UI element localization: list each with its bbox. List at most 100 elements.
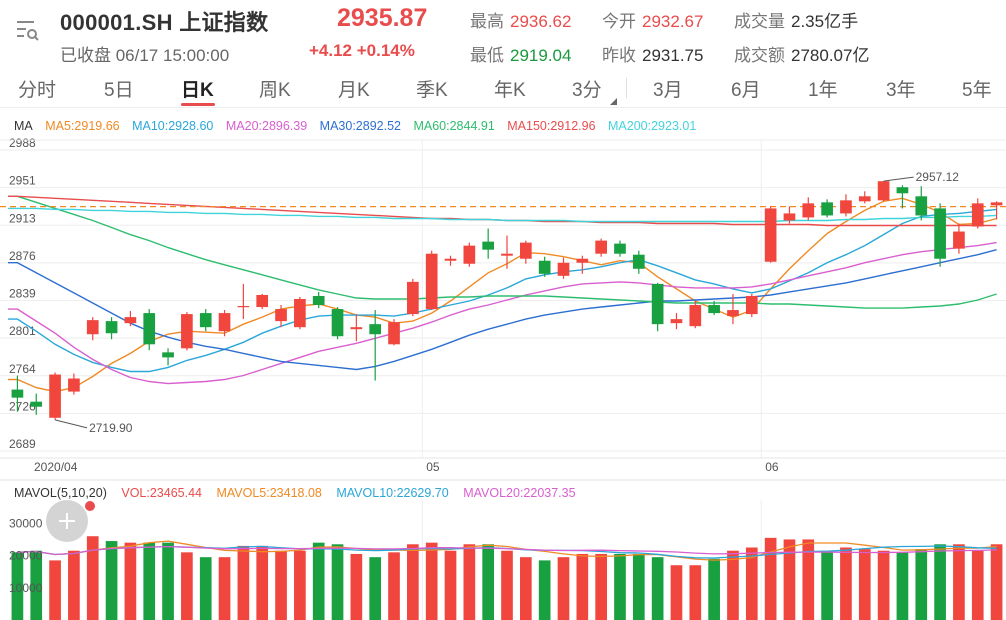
candle-body [501,253,513,256]
tab-3year[interactable]: 3年 [886,80,916,101]
volume-bar [482,544,495,620]
candle-body [275,309,287,322]
volume-bar [783,539,796,620]
volume-bar [49,560,61,620]
volume-tick-label: 20000 [9,549,43,563]
stat-value: 2931.75 [642,46,704,65]
ma-legend-label: MA [14,119,33,133]
volume-bar [802,539,815,620]
ma-legend-item: MA10:2928.60 [132,119,214,133]
vol-legend-item: VOL:23465.44 [121,486,202,500]
stat-value: 2.35亿手 [791,12,859,31]
candle-body [689,305,702,327]
notification-dot [85,501,95,511]
tab-5year[interactable]: 5年 [962,80,992,101]
current-price: 2935.87 [337,4,428,32]
date-tick-label: 05 [426,460,440,474]
candle-body [595,240,607,254]
tab-quarterly-k[interactable]: 季K [416,80,448,101]
volume-bar [632,553,645,620]
candle-body [840,200,852,214]
candle-body [745,295,758,315]
ma-legend: MA MA5:2919.66 MA10:2928.60 MA20:2896.39… [14,119,705,133]
tab-weekly-k[interactable]: 周K [259,80,291,101]
tab-6month[interactable]: 6月 [731,80,761,101]
volume-bar [68,550,80,620]
stat-value: 2936.62 [510,12,572,31]
ma-line-ma60 [8,195,997,309]
candle-body [858,196,871,202]
stat-prev-close: 昨收 2931.75 [602,41,703,66]
tab-5day[interactable]: 5日 [104,80,134,101]
candle-body [68,378,80,392]
stat-label: 最高 [470,12,504,31]
candle-body [105,321,118,334]
volume-bar [821,550,833,620]
volume-bar [369,557,382,620]
date-tick-label: 06 [765,460,779,474]
tab-1year[interactable]: 1年 [808,80,838,101]
candle-body [614,243,626,254]
volume-bar [858,549,871,620]
candle-body [181,314,193,349]
price-tick-label: 2801 [9,324,36,338]
candle-body [557,262,570,276]
mavol-line-5 [17,540,997,561]
candle-body [519,242,532,259]
volume-bar [218,557,231,620]
ma-legend-item: MA60:2844.91 [413,119,495,133]
tab-yearly-k[interactable]: 年K [494,80,526,101]
price-tick-label: 2876 [9,249,36,263]
stat-label: 成交额 [734,46,785,65]
tab-3month[interactable]: 3月 [653,80,683,101]
candle-body [86,320,99,335]
price-tick-label: 2726 [9,399,36,413]
ma-legend-item: MA5:2919.66 [45,119,120,133]
candle-body [11,389,24,398]
volume-bar [915,549,928,620]
volume-bar [312,542,325,620]
stat-label: 昨收 [602,46,636,65]
zoom-handle-icon[interactable] [46,500,88,542]
price-tick-label: 2764 [9,362,36,376]
ma-line-ma20 [8,241,997,385]
dropdown-corner-icon[interactable] [610,98,617,105]
price-change: +4.12 +0.14% [309,41,415,60]
volume-tick-label: 30000 [9,516,43,530]
stat-value: 2932.67 [642,12,704,31]
price-tick-label: 2988 [9,136,36,150]
active-tab-indicator [181,103,215,106]
volume-bar [407,544,419,620]
volume-bar [764,537,777,620]
volume-bar [971,550,984,620]
candle-body [576,258,589,263]
candle-body [407,281,419,315]
candle-body [727,310,739,317]
candle-body [821,202,833,216]
volume-bar [595,553,607,620]
vol-legend-item: MAVOL5:23418.08 [216,486,322,500]
tab-3min[interactable]: 3分 [572,80,602,101]
volume-bar [350,553,363,620]
ma-line-ma10 [8,208,997,373]
tab-daily-k[interactable]: 日K [181,80,214,101]
candle-body [199,313,212,328]
volume-bar [30,550,43,620]
candle-body [312,295,325,306]
candle-body [651,283,664,325]
candle-body [331,309,344,337]
tab-intraday[interactable]: 分时 [18,80,57,101]
stat-value: 2919.04 [510,46,572,65]
ma-legend-item: MA200:2923.01 [608,119,697,133]
ma-legend-item: MA20:2896.39 [225,119,308,133]
candle-body [971,203,984,227]
stock-title: 000001.SH 上证指数 [60,10,269,35]
tab-monthly-k[interactable]: 月K [338,80,370,101]
stat-open: 今开 2932.67 [602,7,703,32]
volume-bar [670,565,683,620]
date-tick-label: 2020/04 [34,460,78,474]
volume-bar [576,553,589,620]
menu-search-icon[interactable] [14,18,40,44]
stat-high: 最高 2936.62 [470,7,571,32]
